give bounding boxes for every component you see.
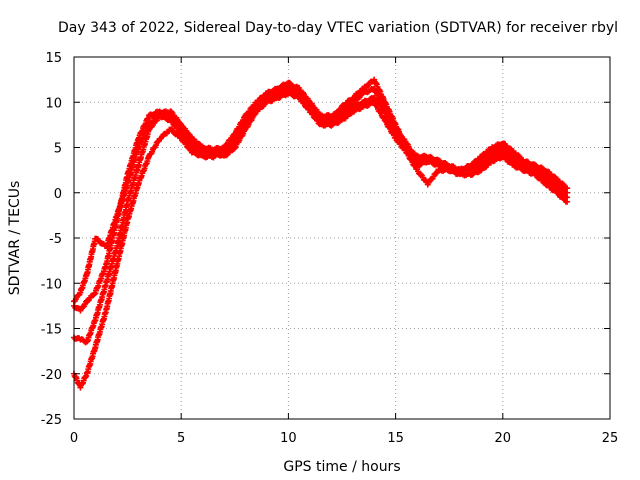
data-point bbox=[177, 120, 184, 127]
data-point bbox=[364, 83, 371, 90]
data-point bbox=[291, 85, 298, 92]
y-tick-label: 0 bbox=[54, 187, 62, 202]
data-marks bbox=[71, 76, 571, 391]
data-point bbox=[417, 171, 424, 178]
series-track-d bbox=[71, 76, 571, 305]
x-tick-label: 10 bbox=[280, 431, 297, 446]
x-tick-label: 25 bbox=[602, 431, 619, 446]
y-axis-title: SDTVAR / TECUs bbox=[7, 181, 23, 296]
y-tick-label: 10 bbox=[45, 96, 62, 111]
data-point bbox=[433, 170, 440, 177]
x-tick-label: 0 bbox=[70, 431, 78, 446]
data-point bbox=[258, 102, 265, 109]
x-axis-title: GPS time / hours bbox=[283, 459, 400, 475]
grid-lines bbox=[74, 57, 610, 419]
axis-ticks: 0 5 10 15 20 25 -25 -20 -15 -10 -5 0 5 10 15 bbox=[41, 51, 619, 446]
data-point bbox=[559, 194, 566, 201]
y-tick-label: -10 bbox=[41, 277, 62, 292]
x-tick-label: 15 bbox=[387, 431, 404, 446]
x-tick-label: 5 bbox=[177, 431, 185, 446]
y-tick-label: 5 bbox=[54, 142, 62, 157]
y-tick-label: 15 bbox=[45, 51, 62, 66]
y-tick-label: -20 bbox=[41, 368, 62, 383]
data-point bbox=[559, 180, 566, 187]
y-tick-label: -25 bbox=[41, 413, 62, 428]
chart-title: Day 343 of 2022, Sidereal Day-to-day VTE… bbox=[58, 20, 618, 36]
data-point bbox=[564, 185, 571, 192]
data-point bbox=[338, 105, 345, 112]
data-point bbox=[515, 152, 522, 159]
x-tick-label: 20 bbox=[495, 431, 512, 446]
y-tick-label: -15 bbox=[41, 323, 62, 338]
data-point bbox=[564, 198, 571, 205]
data-point bbox=[91, 291, 98, 298]
y-tick-label: -5 bbox=[49, 232, 62, 247]
